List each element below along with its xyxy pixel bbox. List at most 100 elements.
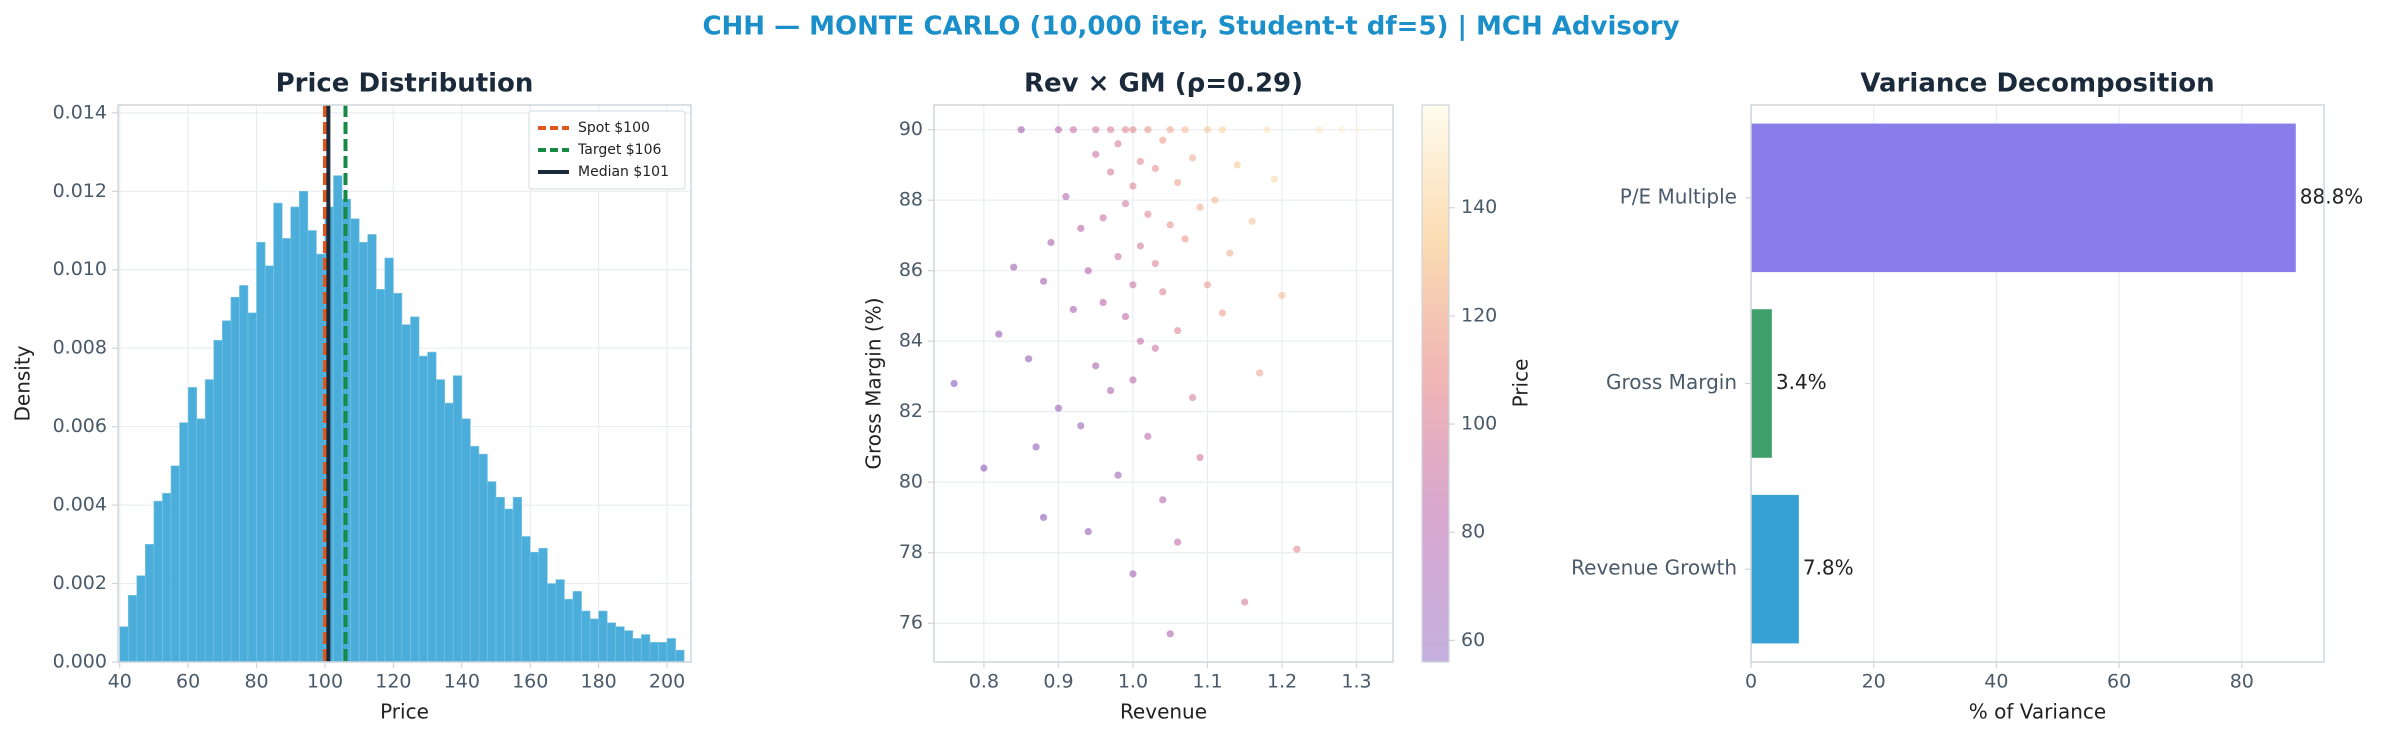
scatter-point <box>1114 252 1122 261</box>
scatter-point <box>1144 126 1152 134</box>
histogram-bar <box>196 418 206 663</box>
x-tick-label: 140 <box>444 671 480 693</box>
x-tick-label: 40 <box>1984 671 2008 693</box>
value-label: 7.8% <box>1803 556 1854 580</box>
y-tick-label: 0.008 <box>53 337 107 359</box>
scatter-point <box>1151 260 1159 268</box>
y-tick-label: 0.010 <box>53 258 107 280</box>
colorbar <box>1421 104 1450 663</box>
scatter-point <box>1136 337 1145 345</box>
y-tick-label: 82 <box>899 400 923 422</box>
histogram-bar <box>127 595 138 663</box>
histogram-bar <box>632 638 642 663</box>
histogram-bar <box>350 218 360 663</box>
legend-label: Target $106 <box>577 142 661 158</box>
histogram-bar <box>273 202 283 663</box>
x-axis-label: % of Variance <box>1969 700 2106 724</box>
scatter-point <box>1151 344 1159 352</box>
x-tick-label: 80 <box>2230 671 2254 693</box>
histogram-bar <box>581 610 591 663</box>
y-tick-label: 86 <box>899 259 923 281</box>
scatter-point <box>1099 298 1107 307</box>
y-tick-label: 0.006 <box>53 415 107 437</box>
scatter-point <box>1144 210 1152 218</box>
scatter-point <box>1196 453 1204 462</box>
scatter-point <box>1069 305 1077 314</box>
axes-frame <box>933 104 1394 663</box>
y-axis-label: Gross Margin (%) <box>862 298 886 470</box>
scatter-point <box>1211 196 1219 204</box>
scatter-point <box>1337 126 1346 134</box>
value-label: 88.8% <box>2300 184 2364 208</box>
histogram-bar <box>213 340 223 663</box>
y-tick-label: 90 <box>899 118 923 140</box>
scatter-point <box>1196 203 1204 211</box>
scatter-point <box>1039 513 1048 522</box>
histogram-bar <box>470 445 480 663</box>
y-axis-label: Density <box>11 345 35 421</box>
x-tick-label: 120 <box>375 671 411 693</box>
x-tick-label: 0.9 <box>1043 671 1073 693</box>
scatter-point <box>1166 630 1174 638</box>
scatter-point <box>1293 545 1301 553</box>
scatter-point <box>1092 362 1100 370</box>
histogram-bar <box>478 453 488 663</box>
scatter-point <box>1315 126 1323 134</box>
colorbar-tick-label: 140 <box>1461 196 1497 218</box>
scatter-point <box>1129 570 1137 578</box>
colorbar-tick-label: 80 <box>1461 521 1485 543</box>
colorbar-label: Price <box>1509 359 1533 408</box>
scatter-point <box>1181 126 1189 134</box>
scatter-point <box>1352 126 1361 134</box>
histogram-bar <box>256 241 266 663</box>
scatter-point <box>1077 422 1085 430</box>
y-tick-label: Revenue Growth <box>1571 556 1737 580</box>
histogram-bar <box>521 536 531 663</box>
scatter-point <box>1188 154 1197 162</box>
scatter-point <box>1121 312 1130 321</box>
scatter-point <box>1129 126 1137 134</box>
x-tick-label: 40 <box>108 671 132 693</box>
scatter-point <box>1174 538 1182 546</box>
x-tick-label: 60 <box>176 671 200 693</box>
histogram-bar <box>333 175 343 663</box>
scatter-point <box>1174 327 1182 335</box>
scatter-point <box>1062 193 1070 201</box>
scatter-point <box>1226 249 1234 257</box>
scatter-point <box>1270 175 1279 183</box>
histogram-bar <box>204 379 215 663</box>
x-tick-label: 0 <box>1745 671 1757 693</box>
histogram-bar <box>538 547 548 663</box>
scatter-point <box>1159 496 1167 504</box>
scatter-point <box>1136 157 1145 166</box>
legend-box <box>528 110 686 190</box>
histogram-bar <box>375 289 386 663</box>
y-tick-label: 78 <box>899 541 923 563</box>
histogram-bar <box>649 642 659 663</box>
x-tick-label: 100 <box>307 671 343 693</box>
scatter-point <box>1017 126 1025 134</box>
scatter-point <box>1092 126 1100 134</box>
histogram-bar <box>512 496 522 663</box>
colorbar-tick-label: 60 <box>1461 629 1485 651</box>
histogram-bar <box>555 579 565 663</box>
scatter-point <box>950 379 958 388</box>
x-tick-label: 1.0 <box>1118 671 1148 693</box>
scatter-point <box>1241 598 1249 606</box>
y-tick-label: 0.000 <box>53 651 107 673</box>
scatter-point <box>1025 355 1033 363</box>
x-tick-label: 60 <box>2107 671 2131 693</box>
scatter-point <box>1166 221 1174 229</box>
scatter-point <box>980 464 988 472</box>
scatter-point <box>1054 126 1063 134</box>
x-tick-label: 80 <box>244 671 268 693</box>
y-tick-label: 76 <box>899 612 923 634</box>
x-tick-label: 0.8 <box>969 671 999 693</box>
legend-label: Spot $100 <box>578 120 650 136</box>
scatter-point <box>1032 443 1040 451</box>
scatter-point <box>1144 432 1152 440</box>
scatter-point <box>1181 235 1189 243</box>
scatter-point <box>995 330 1003 338</box>
histogram-bar <box>281 238 292 663</box>
histogram-bar <box>487 481 497 663</box>
